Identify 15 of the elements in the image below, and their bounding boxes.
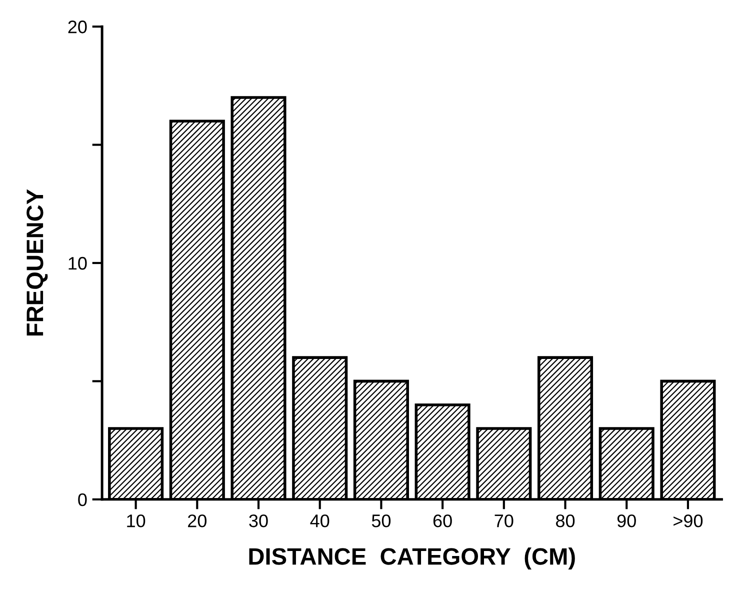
x-tick-label: 70 bbox=[494, 514, 514, 528]
x-tick-label: 60 bbox=[433, 514, 452, 528]
x-tick-label: 20 bbox=[188, 514, 206, 528]
x-tick-label: 40 bbox=[310, 514, 330, 528]
y-tick-label: 20 bbox=[68, 20, 87, 34]
x-axis-title: DISTANCE CATEGORY (CM) bbox=[249, 547, 575, 570]
x-tick-label: 50 bbox=[372, 514, 391, 528]
x-tick-label: 10 bbox=[127, 514, 146, 528]
y-tick-label: 10 bbox=[68, 256, 87, 270]
x-tick-label: 30 bbox=[249, 514, 268, 528]
x-tick-label: 90 bbox=[617, 514, 636, 528]
x-tick-label: 80 bbox=[556, 514, 575, 528]
x-tick-label: >90 bbox=[674, 514, 703, 528]
y-axis-title: FREQUENCY bbox=[26, 189, 48, 336]
y-tick-label: 0 bbox=[78, 493, 87, 506]
